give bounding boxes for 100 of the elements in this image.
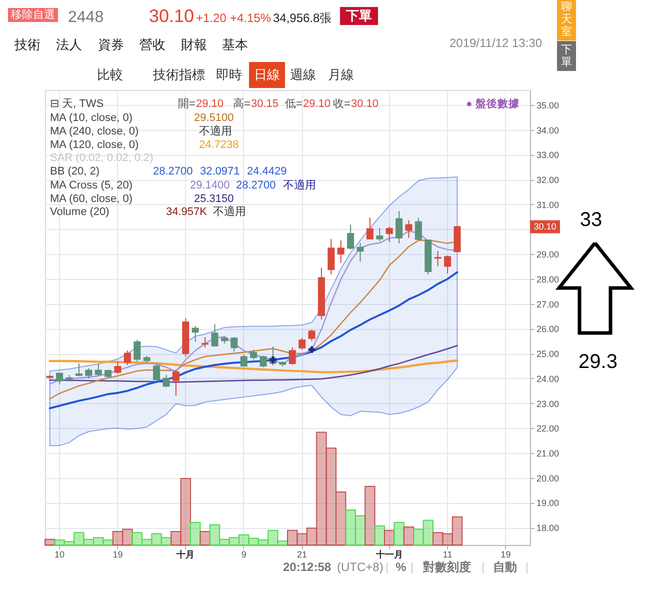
- text: 比較: [97, 67, 123, 82]
- bar: [422, 520, 434, 546]
- bar: [219, 538, 230, 546]
- bar: [190, 522, 201, 546]
- bar: [122, 528, 133, 546]
- text: 2019/11/12 13:30: [449, 36, 542, 50]
- y-tick-label: 19.00: [536, 498, 560, 508]
- text: 30.10: [149, 6, 194, 26]
- annotation: 29.5100: [194, 112, 234, 124]
- text: 週線: [290, 67, 316, 82]
- bar: [160, 537, 172, 546]
- y-tick-label: 23.00: [536, 398, 560, 409]
- bar: [336, 492, 346, 546]
- annotation: 開=: [178, 98, 196, 110]
- text: 聊天室: [561, 1, 572, 38]
- annotation: 收=: [333, 98, 350, 110]
- bar: [248, 538, 259, 546]
- y-tick-label: 24.00: [536, 374, 560, 384]
- candlestick: [172, 370, 180, 396]
- candlestick: [162, 374, 170, 388]
- bar: [228, 537, 240, 546]
- candlestick: [298, 337, 306, 350]
- bar: [170, 530, 182, 546]
- annotation: BB (20, 2): [50, 166, 100, 178]
- annotation: 34.957K: [166, 206, 208, 218]
- annotation: 30.10: [351, 98, 379, 110]
- annotation: ● 盤後數據: [466, 97, 520, 110]
- bar: [268, 530, 278, 546]
- text: 日線: [254, 67, 280, 82]
- text: 技術: [14, 37, 40, 52]
- bar: [93, 537, 104, 546]
- annotation: 30.15: [251, 98, 279, 110]
- text: 基本: [222, 37, 248, 52]
- candlestick: [396, 210, 403, 244]
- candlestick: [85, 368, 92, 379]
- text: %: [396, 560, 407, 574]
- text: |: [410, 560, 414, 574]
- bar: [452, 516, 463, 546]
- bar: [64, 541, 75, 546]
- bar: [442, 533, 453, 546]
- candlestick: [153, 362, 160, 382]
- x-tick-label: 10: [54, 550, 65, 560]
- y-tick-label: 28.00: [536, 274, 560, 284]
- text: +1.20: [196, 11, 227, 25]
- annotation: 28.2700: [153, 166, 193, 178]
- candlestick: [250, 349, 258, 360]
- x-tick-label: 十月: [176, 550, 195, 560]
- text: |: [525, 560, 529, 574]
- bar: [209, 524, 220, 546]
- candlestick: [347, 224, 354, 250]
- candlestick: [94, 363, 102, 376]
- bar: [151, 533, 162, 546]
- y-tick-label: 34.00: [536, 125, 560, 136]
- x-tick-label: 十一月: [374, 550, 403, 560]
- annotation: SAR (0.02, 0.02, 0.2): [50, 152, 154, 164]
- candlestick: [405, 220, 412, 238]
- annotation: 不適用: [283, 178, 316, 192]
- candlestick: [56, 372, 64, 385]
- y-tick-label: 32.00: [536, 175, 560, 186]
- bar: [326, 448, 336, 546]
- y-tick-label: 25.00: [536, 349, 560, 360]
- x-tick-label: 11: [442, 550, 452, 560]
- annotation: 高=: [233, 97, 250, 110]
- candlestick: [211, 324, 218, 348]
- y-tick-label: 35.00: [536, 100, 560, 110]
- y-tick-label: 31.00: [536, 200, 560, 210]
- y-tick-label: 27.00: [536, 299, 560, 310]
- candlestick: [328, 238, 335, 275]
- text: 技術指標: [152, 67, 205, 82]
- text: +4.15%: [230, 11, 272, 25]
- text: 財報: [181, 37, 207, 52]
- bar: [277, 540, 288, 546]
- text: 移除自選: [11, 9, 55, 21]
- bar: [287, 530, 298, 546]
- bar: [345, 510, 356, 546]
- candlestick: [444, 255, 452, 274]
- candlestick: [356, 242, 364, 262]
- annotation: MA (60, close, 0): [50, 193, 133, 205]
- text: 月線: [328, 67, 354, 82]
- annotation: MA (10, close, 0): [50, 112, 133, 124]
- annotation: 30.10: [534, 222, 556, 232]
- text: |: [481, 560, 485, 574]
- text: 資券: [98, 37, 124, 52]
- y-tick-label: 20.00: [536, 473, 560, 484]
- annotation: 25.3150: [194, 193, 234, 205]
- annotation: 29.1400: [190, 180, 230, 192]
- line-series: [48, 271, 458, 410]
- annotation: 29.10: [196, 98, 224, 110]
- bar: [296, 533, 308, 546]
- candlestick: [308, 328, 316, 342]
- x-tick-label: 19: [500, 550, 511, 560]
- bar: [54, 540, 65, 546]
- y-tick-label: 29.00: [536, 250, 560, 260]
- annotation: 不適用: [213, 205, 246, 218]
- annotation: 不適用: [199, 124, 232, 138]
- bar: [200, 530, 210, 546]
- annotation: 24.7238: [199, 139, 239, 151]
- y-tick-label: 22.00: [536, 424, 560, 434]
- candlestick: [124, 350, 131, 366]
- y-tick-label: 26.00: [536, 324, 560, 334]
